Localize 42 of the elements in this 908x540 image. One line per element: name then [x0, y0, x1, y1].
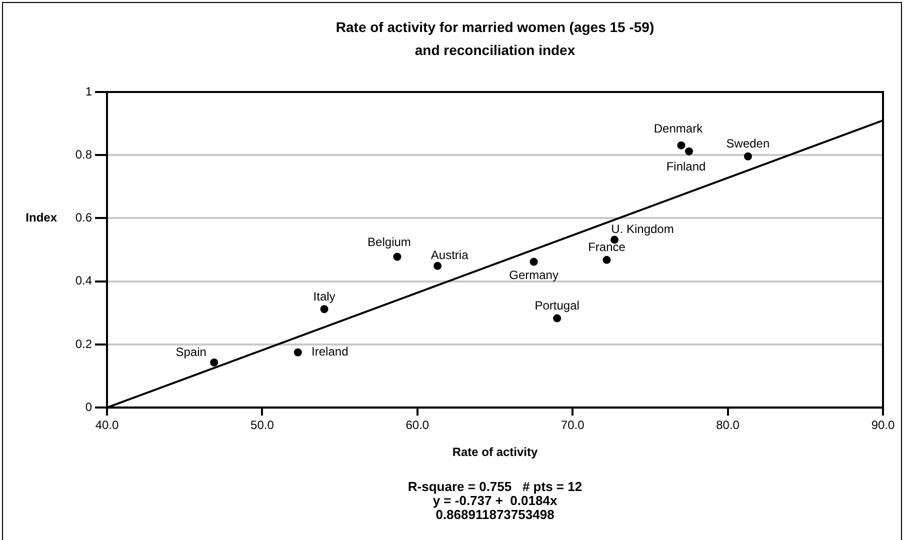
annotation: Spain: [176, 344, 206, 359]
point: [602, 256, 611, 264]
y-tick-label: 1: [85, 84, 92, 98]
annotation: Portugal: [534, 298, 580, 313]
point: [553, 314, 562, 322]
y-axis-title: Index: [26, 210, 58, 225]
point: [294, 348, 302, 356]
annotation: Germany: [509, 268, 558, 282]
chart-title: Rate of activity for married women (ages 15 -59): [336, 18, 654, 35]
text: y = -0.737 + 0.0184x: [432, 493, 558, 508]
point: [530, 258, 538, 266]
x-tick-label: 60.0: [406, 418, 430, 432]
point: [393, 252, 402, 261]
point: [434, 262, 442, 270]
annotation: Sweden: [726, 136, 770, 151]
annotation: Austria: [430, 248, 469, 262]
text: 0.868911873753498: [436, 507, 554, 522]
x-tick-label: 80.0: [716, 418, 740, 432]
y-tick-label: 0.8: [75, 147, 92, 162]
x-axis-title: Rate of activity: [452, 444, 538, 459]
x-tick-label: 90.0: [871, 418, 895, 432]
point: [744, 152, 752, 160]
y-tick-label: 0.4: [75, 274, 92, 288]
annotation: Belgium: [368, 235, 411, 250]
annotation: Finland: [666, 160, 706, 174]
annotation: France: [588, 240, 626, 254]
annotation: Ireland: [312, 344, 348, 359]
point: [320, 305, 328, 314]
annotation: Italy: [313, 289, 336, 304]
point: [677, 141, 686, 150]
y-tick-label: 0: [85, 400, 92, 414]
annotation: Denmark: [654, 122, 704, 136]
x-tick-label: 50.0: [250, 418, 274, 432]
y-tick-label: 0.6: [75, 210, 92, 225]
text: R-square = 0.755 # pts = 12: [408, 479, 582, 494]
point: [685, 147, 693, 156]
x-tick-label: 40.0: [95, 418, 119, 432]
y-tick-label: 0.2: [75, 336, 92, 351]
x-tick-label: 70.0: [560, 418, 585, 432]
point: [210, 358, 218, 366]
chart-subtitle: and reconciliation index: [414, 42, 576, 58]
annotation: U. Kingdom: [611, 222, 674, 236]
